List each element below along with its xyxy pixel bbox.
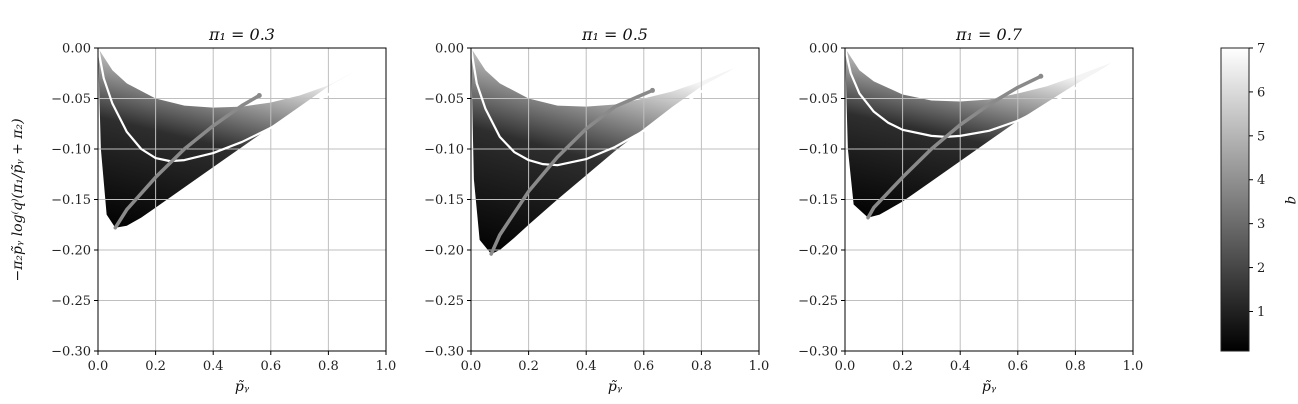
x-tick-label: 0.4 — [950, 359, 971, 374]
y-tick-label: 0.00 — [62, 42, 91, 57]
x-tick-label: 0.4 — [203, 359, 224, 374]
y-tick-label: 0.00 — [435, 42, 464, 57]
y-tick-label: −0.10 — [424, 143, 464, 158]
x-axis-label: p̃ᵧ — [235, 379, 250, 395]
panel-3: 0.0 0.2 0.4 0.6 0.8 1.0 0.00 −0.05 −0.10 −0.15 −0.… — [798, 25, 1143, 395]
y-tick-label: −0.30 — [424, 345, 464, 360]
panel-2: 0.0 0.2 0.4 0.6 0.8 1.0 0.00 −0.05 −0.10 −0.15 −0.… — [424, 25, 769, 395]
colorbar-tick-label: 6 — [1257, 85, 1265, 100]
y-tick-label: −0.25 — [424, 294, 464, 309]
y-axis-label: −π₂p̃ᵧ log⁽q⁾(π₁/p̃ᵧ + π₂) — [10, 118, 26, 281]
colorbar-tick-label: 2 — [1257, 261, 1265, 276]
y-tick-label: −0.10 — [798, 143, 838, 158]
y-tick-label: −0.20 — [798, 244, 838, 259]
colorbar-tick-label: 5 — [1257, 129, 1265, 144]
panels: 0.0 0.2 0.4 0.6 0.8 1.0 0.00 −0.05 −0.10 −0.15 −0.… — [51, 25, 1143, 395]
y-tick-label: −0.05 — [424, 92, 464, 107]
x-axis-label: p̃ᵧ — [982, 379, 997, 395]
panel-title: π₁ = 0.3 — [208, 25, 275, 44]
y-tick-label: −0.05 — [798, 92, 838, 107]
y-tick-label: −0.15 — [51, 193, 91, 208]
panel-title: π₁ = 0.5 — [581, 25, 648, 44]
x-tick-label: 0.0 — [88, 359, 109, 374]
y-tick-label: 0.00 — [809, 42, 838, 57]
x-tick-label: 1.0 — [376, 359, 397, 374]
panel-1: 0.0 0.2 0.4 0.6 0.8 1.0 0.00 −0.05 −0.10 −0.15 −0.… — [51, 25, 396, 395]
x-tick-label: 0.6 — [1007, 359, 1028, 374]
colorbar-tick-label: 7 — [1257, 42, 1265, 57]
optimum-curve-endpoint — [649, 87, 655, 93]
optimum-curve — [489, 88, 655, 256]
colorbar-ticks: 1 2 3 4 5 6 7 — [1249, 42, 1265, 320]
colorbar-bar — [1220, 47, 1250, 352]
q-region — [98, 48, 358, 228]
y-tick-label: −0.15 — [798, 193, 838, 208]
y-tick-label: −0.25 — [51, 294, 91, 309]
x-tick-label: 0.0 — [461, 359, 482, 374]
y-tick-label: −0.10 — [51, 143, 91, 158]
optimum-curve-endpoint — [1038, 73, 1044, 79]
optimum-curve — [113, 93, 262, 230]
x-tick-label: 0.8 — [691, 359, 712, 374]
x-tick-label: 0.8 — [318, 359, 339, 374]
y-tick-label: −0.20 — [51, 244, 91, 259]
y-tick-label: −0.20 — [424, 244, 464, 259]
colorbar-label: q — [1284, 196, 1298, 205]
x-tick-label: 1.0 — [749, 359, 770, 374]
y-tick-label: −0.25 — [798, 294, 838, 309]
x-tick-label: 0.0 — [835, 359, 856, 374]
y-tick-label: −0.05 — [51, 92, 91, 107]
q1-curve — [843, 46, 1117, 138]
x-tick-label: 1.0 — [1123, 359, 1144, 374]
x-axis-label: p̃ᵧ — [608, 379, 623, 395]
x-tick-label: 0.2 — [892, 359, 913, 374]
x-tick-label: 0.2 — [145, 359, 166, 374]
colorbar-tick-label: 4 — [1257, 173, 1265, 188]
y-tick-label: −0.30 — [51, 345, 91, 360]
optimum-curve — [866, 74, 1043, 220]
x-tick-label: 0.6 — [260, 359, 281, 374]
x-tick-label: 0.8 — [1065, 359, 1086, 374]
y-tick-label: −0.15 — [424, 193, 464, 208]
y-tick-label: −0.30 — [798, 345, 838, 360]
q1-curve — [96, 46, 359, 163]
colorbar: 1 2 3 4 5 6 7 q — [1220, 42, 1298, 352]
x-tick-label: 0.4 — [576, 359, 597, 374]
panel-title: π₁ = 0.7 — [955, 25, 1023, 44]
x-tick-label: 0.2 — [518, 359, 539, 374]
colorbar-tick-label: 1 — [1257, 305, 1265, 320]
optimum-curve-endpoint — [256, 92, 262, 98]
colorbar-tick-label: 3 — [1257, 217, 1265, 232]
x-tick-label: 0.6 — [633, 359, 654, 374]
